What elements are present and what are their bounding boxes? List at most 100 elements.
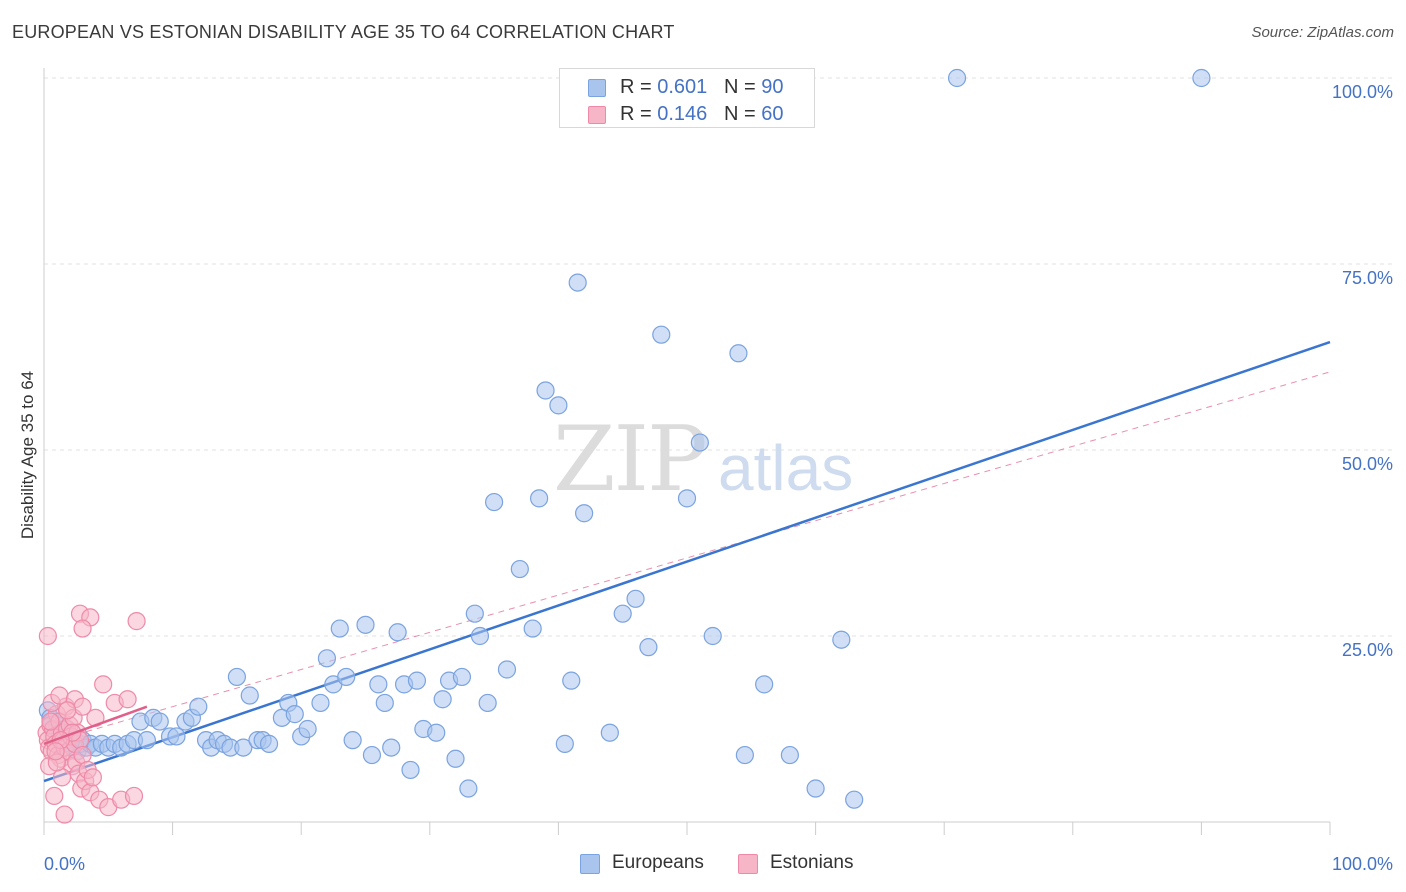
european-point — [375, 693, 394, 713]
estonian-point — [118, 690, 137, 709]
r-value: 0.601 — [657, 76, 708, 98]
european-point — [446, 749, 465, 768]
legend-label-estonians: Estonians — [770, 852, 854, 873]
tick-labels: 25.0% 50.0% 75.0% 100.0% 0.0% 100.0% — [44, 82, 1393, 874]
european-point — [234, 738, 253, 757]
european-point — [311, 693, 330, 713]
trend-lines — [43, 340, 1331, 783]
european-point — [626, 589, 645, 608]
european-point — [832, 630, 851, 649]
european-point — [806, 779, 825, 798]
european-point — [298, 719, 317, 739]
european-point — [729, 344, 748, 363]
european-point — [690, 433, 709, 452]
european-point — [555, 734, 574, 753]
european-point — [137, 731, 156, 750]
y-tick-label: 100.0% — [1332, 82, 1393, 102]
estonian-point — [46, 742, 65, 761]
european-point — [401, 760, 420, 780]
series-legend: Europeans Estonians — [0, 852, 1406, 876]
watermark-atlas: atlas — [718, 432, 853, 504]
european-point — [735, 745, 754, 765]
source-label: Source: ZipAtlas.com — [1251, 24, 1394, 41]
y-tick-label: 25.0% — [1342, 640, 1393, 660]
european-point — [369, 675, 388, 694]
europeans-swatch — [588, 79, 606, 97]
n-value: 90 — [761, 76, 784, 98]
estonian-point — [50, 686, 69, 705]
european-point — [167, 727, 186, 746]
y-tick-label: 75.0% — [1342, 268, 1393, 288]
n-label: N = — [723, 103, 762, 125]
n-label: N = — [723, 76, 762, 98]
european-point — [755, 675, 774, 694]
european-point — [407, 671, 427, 690]
n-value: 60 — [761, 103, 784, 125]
european-point — [227, 667, 246, 687]
estonians-trend-extended — [43, 371, 1331, 745]
european-point — [549, 396, 568, 415]
european-point — [465, 604, 484, 623]
estonian-point — [38, 626, 57, 646]
european-point — [639, 638, 658, 657]
estonian-point — [45, 786, 64, 806]
european-point — [652, 325, 671, 344]
estonian-point — [124, 786, 144, 806]
european-point — [562, 671, 581, 690]
european-point — [470, 626, 490, 646]
european-point — [388, 623, 407, 642]
european-point — [530, 489, 549, 508]
european-point — [362, 745, 382, 765]
european-point — [845, 790, 864, 809]
estonian-point — [58, 701, 77, 720]
european-point — [433, 690, 452, 709]
estonians-swatch — [588, 106, 606, 124]
european-point — [485, 492, 504, 512]
european-point — [780, 745, 799, 765]
europeans-trend-line — [43, 340, 1331, 783]
x-tick-label: 0.0% — [44, 854, 85, 874]
estonian-point — [73, 619, 92, 638]
estonians-swatch — [738, 854, 758, 874]
european-point — [317, 649, 337, 668]
european-point — [356, 615, 375, 634]
european-point — [703, 626, 722, 646]
european-point — [677, 489, 697, 508]
estonian-point — [94, 675, 113, 694]
european-point — [947, 68, 967, 88]
european-point — [452, 667, 472, 687]
european-point — [613, 604, 632, 623]
european-point — [259, 734, 279, 753]
r-value: 0.146 — [657, 103, 708, 125]
x-tick-label: 100.0% — [1332, 854, 1393, 874]
correlation-legend: R = 0.601 N = 90 R = 0.146 N = 60 — [559, 68, 815, 128]
legend-label-europeans: Europeans — [612, 852, 704, 873]
estonians-trend-line — [43, 705, 148, 746]
axes — [43, 68, 1331, 835]
estonian-point — [83, 768, 102, 787]
european-point — [497, 660, 517, 679]
european-point — [459, 779, 478, 798]
european-point — [568, 273, 587, 292]
european-point — [189, 697, 208, 716]
european-point — [337, 667, 356, 687]
european-point — [343, 731, 362, 750]
european-point — [523, 619, 542, 638]
european-point — [330, 619, 349, 638]
european-point — [600, 723, 619, 742]
european-point — [382, 738, 401, 757]
european-point — [1192, 68, 1211, 88]
estonian-point — [73, 697, 92, 716]
estonian-point — [55, 805, 74, 824]
legend-text: R = 0.601 N = 90 — [620, 76, 783, 99]
data-points — [37, 68, 1211, 824]
european-point — [478, 693, 497, 713]
y-tick-label: 50.0% — [1342, 454, 1393, 474]
european-point — [240, 686, 259, 705]
estonian-point — [127, 612, 146, 631]
european-point — [285, 705, 304, 724]
european-point — [427, 723, 446, 742]
chart-title: EUROPEAN VS ESTONIAN DISABILITY AGE 35 T… — [12, 22, 675, 42]
european-point — [150, 712, 169, 731]
